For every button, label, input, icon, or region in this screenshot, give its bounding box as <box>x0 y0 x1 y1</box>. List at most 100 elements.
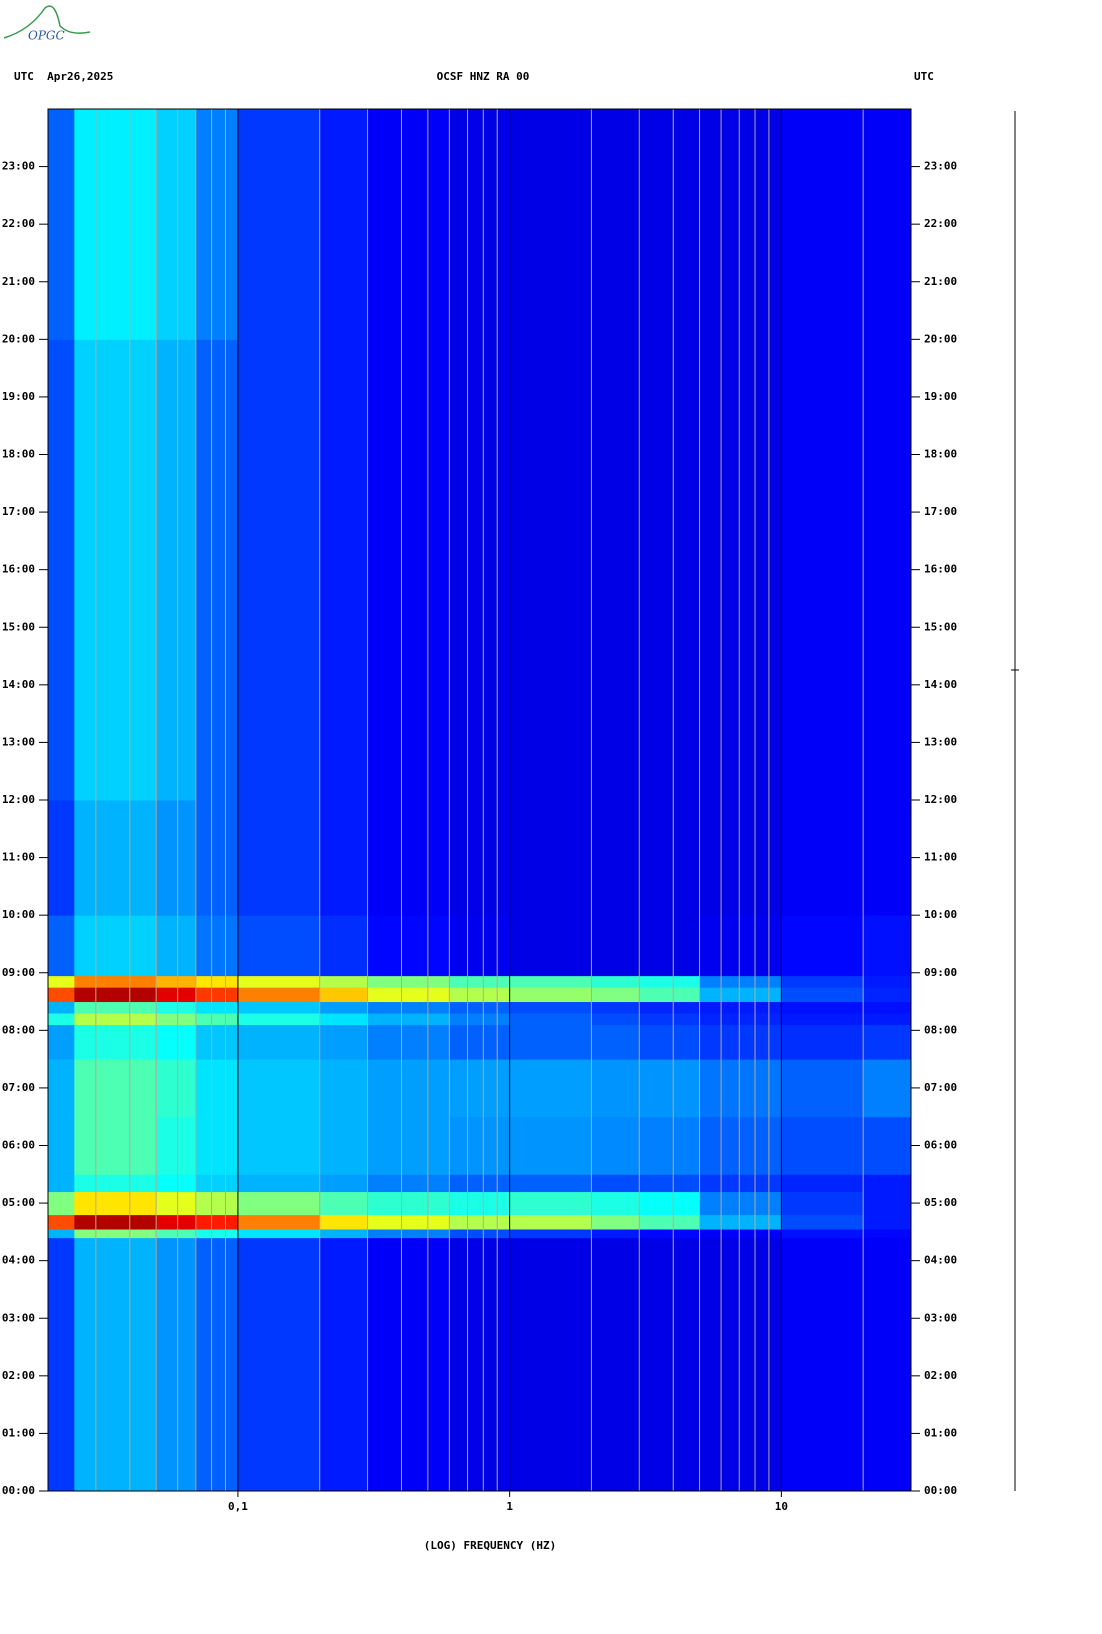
y-tick-label-right: 06:00 <box>924 1139 957 1152</box>
spectrogram-cell <box>319 1237 369 1492</box>
spectrogram-cell <box>509 800 592 916</box>
spectrogram-cell <box>319 1174 369 1193</box>
spectrogram-cell <box>156 1024 197 1060</box>
spectrogram-cell <box>699 800 782 916</box>
spectrogram-cell <box>156 1214 197 1230</box>
y-tick-label: 14:00 <box>2 678 35 691</box>
y-tick-label: 13:00 <box>2 735 35 748</box>
spectrogram-cell <box>48 1024 75 1060</box>
spectrogram-cell <box>367 1059 450 1118</box>
spectrogram-cell <box>319 1214 369 1230</box>
spectrogram-cell <box>449 1001 511 1014</box>
spectrogram-cell <box>48 1228 75 1239</box>
y-tick-label-right: 08:00 <box>924 1023 957 1036</box>
spectrogram-cell <box>863 109 912 340</box>
spectrogram-cell <box>781 339 864 801</box>
spectrogram-cell <box>591 1013 640 1026</box>
y-tick-label: 10:00 <box>2 908 35 921</box>
spectrogram-cell <box>781 1214 864 1230</box>
spectrogram-cell <box>639 915 701 977</box>
spectrogram-cell <box>449 1116 511 1175</box>
spectrogram-cell <box>863 800 912 916</box>
spectrogram-cell <box>449 1191 511 1216</box>
spectrogram-cell <box>74 915 157 977</box>
y-tick-label-right: 05:00 <box>924 1196 957 1209</box>
y-tick-label: 07:00 <box>2 1081 35 1094</box>
spectrogram-cell <box>639 975 701 988</box>
spectrogram-cell <box>48 975 75 988</box>
spectrogram-cell <box>449 987 511 1003</box>
spectrogram-cell <box>509 1059 592 1118</box>
spectrogram-cell <box>367 1174 450 1193</box>
spectrogram-cell <box>74 1214 157 1230</box>
y-tick-label-right: 11:00 <box>924 851 957 864</box>
spectrogram-cell <box>74 1059 157 1118</box>
spectrogram-cell <box>509 1214 592 1230</box>
spectrogram-cell <box>367 915 450 977</box>
spectrogram-cell <box>639 800 701 916</box>
spectrogram-cell <box>781 915 864 977</box>
spectrogram-cell <box>509 975 592 988</box>
spectrogram-cell <box>237 1116 321 1175</box>
spectrogram-cell <box>156 1228 197 1239</box>
spectrogram-cell <box>48 1174 75 1193</box>
spectrogram-cell <box>319 109 369 340</box>
y-tick-label: 03:00 <box>2 1311 35 1324</box>
spectrogram-cell <box>237 1024 321 1060</box>
spectrogram-cell <box>367 1013 450 1026</box>
spectrogram-cell <box>699 915 782 977</box>
spectrogram-cell <box>367 800 450 916</box>
spectrogram-cell <box>639 1214 701 1230</box>
y-tick-label-right: 14:00 <box>924 678 957 691</box>
spectrogram-cell <box>591 1237 640 1492</box>
spectrogram-cell <box>863 1237 912 1492</box>
spectrogram-cell <box>195 1116 239 1175</box>
spectrogram-cell <box>74 1116 157 1175</box>
spectrogram-cell <box>367 987 450 1003</box>
spectrogram-cell <box>195 1174 239 1193</box>
spectrogram-cell <box>781 1191 864 1216</box>
spectrogram-cell <box>781 975 864 988</box>
spectrogram-cell <box>367 339 450 801</box>
spectrogram-cell <box>156 1237 197 1492</box>
spectrogram-cell <box>319 1059 369 1118</box>
spectrogram-cell <box>509 987 592 1003</box>
spectrogram-cell <box>639 339 701 801</box>
spectrogram-cell <box>367 1001 450 1014</box>
y-tick-label: 01:00 <box>2 1426 35 1439</box>
spectrogram-cell <box>863 339 912 801</box>
spectrogram-cell <box>699 1174 782 1193</box>
y-tick-label-right: 09:00 <box>924 966 957 979</box>
spectrogram-cell <box>699 109 782 340</box>
spectrogram-cell <box>449 1024 511 1060</box>
spectrogram-cell <box>639 987 701 1003</box>
spectrogram-cell <box>74 1001 157 1014</box>
y-tick-label-right: 04:00 <box>924 1254 957 1267</box>
spectrogram-cell <box>591 1001 640 1014</box>
spectrogram-cell <box>74 987 157 1003</box>
y-tick-label: 15:00 <box>2 620 35 633</box>
spectrogram-cell <box>319 1116 369 1175</box>
x-tick-label: 10 <box>775 1500 788 1513</box>
spectrogram-cell <box>367 1191 450 1216</box>
spectrogram-cell <box>699 1228 782 1239</box>
y-tick-label-right: 21:00 <box>924 275 957 288</box>
y-tick-label: 17:00 <box>2 505 35 518</box>
y-tick-label: 06:00 <box>2 1139 35 1152</box>
spectrogram-cell <box>195 1214 239 1230</box>
spectrogram-cell <box>156 987 197 1003</box>
spectrogram-cell <box>156 109 197 340</box>
spectrogram-cell <box>781 1237 864 1492</box>
spectrogram-cell <box>237 1228 321 1239</box>
spectrogram-cell <box>699 1013 782 1026</box>
spectrogram-cell <box>863 1059 912 1118</box>
y-tick-label: 02:00 <box>2 1369 35 1382</box>
y-tick-label: 05:00 <box>2 1196 35 1209</box>
spectrogram-cell <box>156 975 197 988</box>
y-tick-label: 18:00 <box>2 448 35 461</box>
spectrogram-cell <box>863 1214 912 1230</box>
y-tick-label: 09:00 <box>2 966 35 979</box>
spectrogram-cell <box>591 975 640 988</box>
spectrogram-cell <box>863 1191 912 1216</box>
y-tick-label: 04:00 <box>2 1254 35 1267</box>
